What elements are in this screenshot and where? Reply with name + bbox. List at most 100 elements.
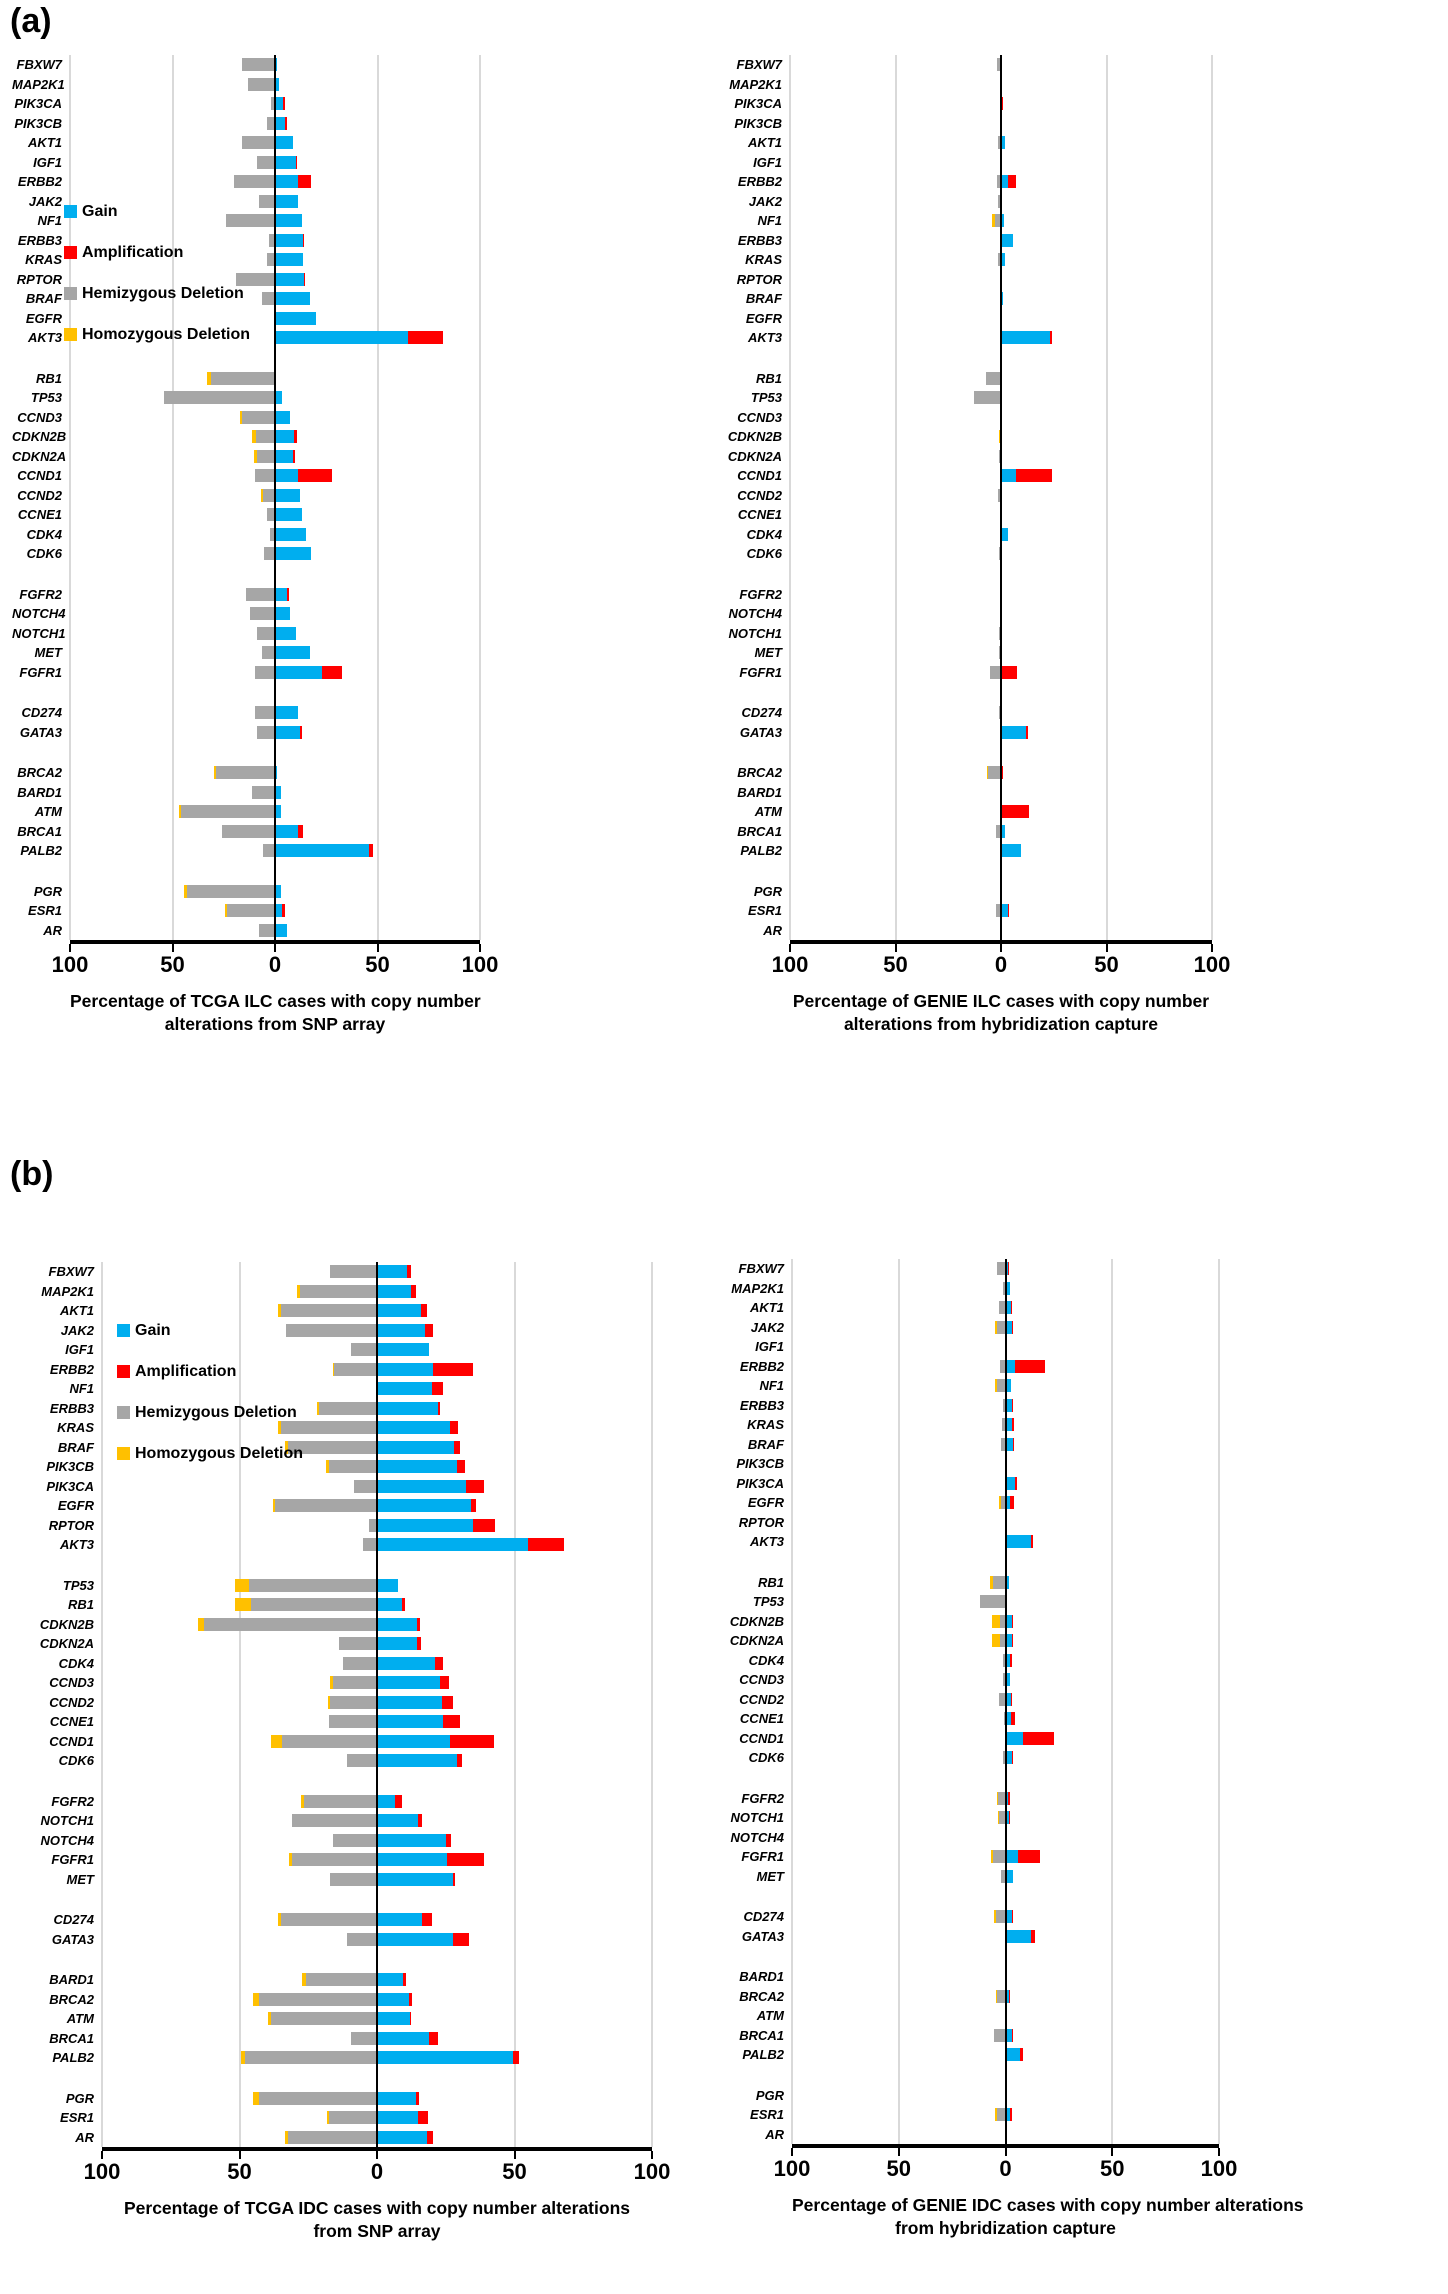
gene-label: NF1 (759, 1378, 784, 1393)
gene-row (102, 1438, 652, 1458)
gene-row (70, 802, 480, 822)
legend-item-gain: Gain (64, 203, 250, 220)
gain-amplification-bar (377, 1518, 496, 1532)
hemizygous-deletion-segment (242, 136, 275, 149)
x-axis-tick-label: 0 (268, 952, 282, 977)
amplification-segment (418, 2111, 428, 2124)
gain-segment (377, 1814, 419, 1827)
gain-amplification-bar (377, 1538, 564, 1551)
amplification-segment (1001, 805, 1030, 818)
x-axis-title-line: Percentage of GENIE IDC cases with copy … (792, 2195, 1304, 2215)
gene-row (792, 1259, 1219, 1279)
gain-amplification-bar (275, 136, 294, 149)
hemizygous-deletion-segment (995, 824, 1001, 838)
gain-amplification-bar (1001, 805, 1030, 818)
gridline (238, 1262, 241, 2147)
gain-amplification-bar (377, 1913, 432, 1926)
gene-row (792, 1298, 1219, 1318)
gene-label: NOTCH1 (12, 625, 66, 641)
gain-segment (377, 1265, 408, 1278)
gene-row (70, 882, 480, 902)
hemizygous-deletion-segment (350, 1343, 377, 1356)
hemizygous-deletion-segment (262, 844, 275, 857)
deletion-bar (1003, 1281, 1006, 1295)
gain-amplification-bar (275, 665, 342, 679)
gain-amplification-bar (1005, 1850, 1040, 1863)
gain-segment (275, 449, 294, 463)
amplification-segment (1011, 1418, 1015, 1431)
homozygous-deletion-segment (278, 1421, 281, 1434)
gene-row (102, 1792, 652, 1812)
gene-row (790, 841, 1212, 861)
gene-label: MET (66, 1871, 94, 1887)
gene-label: GATA3 (51, 1931, 94, 1947)
amplification-segment (297, 824, 303, 838)
gain-amplification-bar (377, 1343, 430, 1356)
legend-item-homozygous: Homozygous Deletion (64, 326, 250, 343)
deletion-bar (183, 884, 275, 898)
gene-row (102, 1321, 652, 1341)
gene-row (792, 1808, 1219, 1828)
hemizygous-deletion-segment (250, 607, 275, 620)
x-axis-tick (1211, 944, 1213, 952)
hemizygous-deletion-segment (328, 1715, 377, 1728)
gene-label: RPTOR (48, 1517, 94, 1533)
gain-segment (377, 1382, 432, 1395)
gene-label: ESR1 (750, 2107, 784, 2122)
gain-segment (1005, 1850, 1019, 1863)
deletion-bar (262, 844, 275, 857)
gain-swatch-icon (64, 205, 77, 218)
gain-segment (377, 2051, 514, 2064)
gene-label: CDKN2B (729, 1613, 784, 1629)
gene-row (792, 1396, 1219, 1416)
gene-row (102, 1634, 652, 1654)
gain-segment (1005, 1634, 1012, 1647)
hemizygous-deletion-segment (266, 253, 275, 266)
amplification-segment (1010, 1692, 1012, 1706)
hemizygous-deletion-segment (1003, 1751, 1006, 1764)
amplification-segment (1031, 1535, 1034, 1548)
gain-segment (1005, 1910, 1012, 1923)
x-axis-tick-labels: 100 50 0 50 100 (52, 944, 499, 978)
gene-row (70, 133, 480, 153)
gain-amplification-bar (275, 155, 297, 169)
gain-segment (275, 272, 304, 286)
x-axis-tick (171, 944, 174, 952)
gene-label: IGF1 (755, 1339, 784, 1354)
homozygous-deletion-segment (991, 1614, 1001, 1628)
hemizygous-deletion-segment (211, 371, 275, 385)
gain-segment (377, 1362, 434, 1376)
gain-amplification-bar (377, 1598, 405, 1611)
deletion-bar (234, 175, 275, 188)
x-axis-tick (238, 2151, 241, 2159)
hemizygous-deletion-segment (225, 214, 275, 227)
panel-a: (a) FBXW7 MAP2K1 PIK3CA PIK3CB AKT1 IGF1 ERBB2… (0, 0, 1448, 1145)
group-spacer (12, 861, 70, 882)
hemizygous-deletion-segment (996, 175, 1001, 188)
gain-amplification-bar (275, 904, 286, 917)
x-axis-line (789, 940, 1213, 952)
gene-label: BRAF (57, 1439, 94, 1455)
gain-segment (275, 331, 409, 344)
gene-label: KRAS (747, 1417, 784, 1432)
gene-label: ESR1 (748, 903, 782, 918)
homozygous-deletion-segment (995, 1989, 997, 2003)
gene-label: NF1 (757, 213, 782, 228)
amplification-segment (322, 665, 342, 679)
gain-amplification-bar (1005, 1673, 1010, 1686)
gene-row (70, 663, 480, 683)
x-axis-tick-label: 100 (51, 952, 89, 977)
gain-amplification-bar (377, 1676, 449, 1689)
hemizygous-deletion-segment (221, 824, 275, 838)
hemizygous-deletion-segment (291, 1853, 377, 1866)
gain-amplification-bar (275, 272, 306, 286)
gain-segment (1005, 1496, 1010, 1509)
deletion-bar (240, 2051, 377, 2064)
amplification-segment (1008, 904, 1010, 917)
gain-segment (275, 391, 283, 404)
gain-amplification-bar (275, 706, 298, 719)
hemizygous-deletion-segment (266, 116, 275, 130)
gene-row (792, 1729, 1219, 1749)
amplification-segment (1007, 1791, 1010, 1805)
gain-amplification-bar (1001, 136, 1006, 149)
